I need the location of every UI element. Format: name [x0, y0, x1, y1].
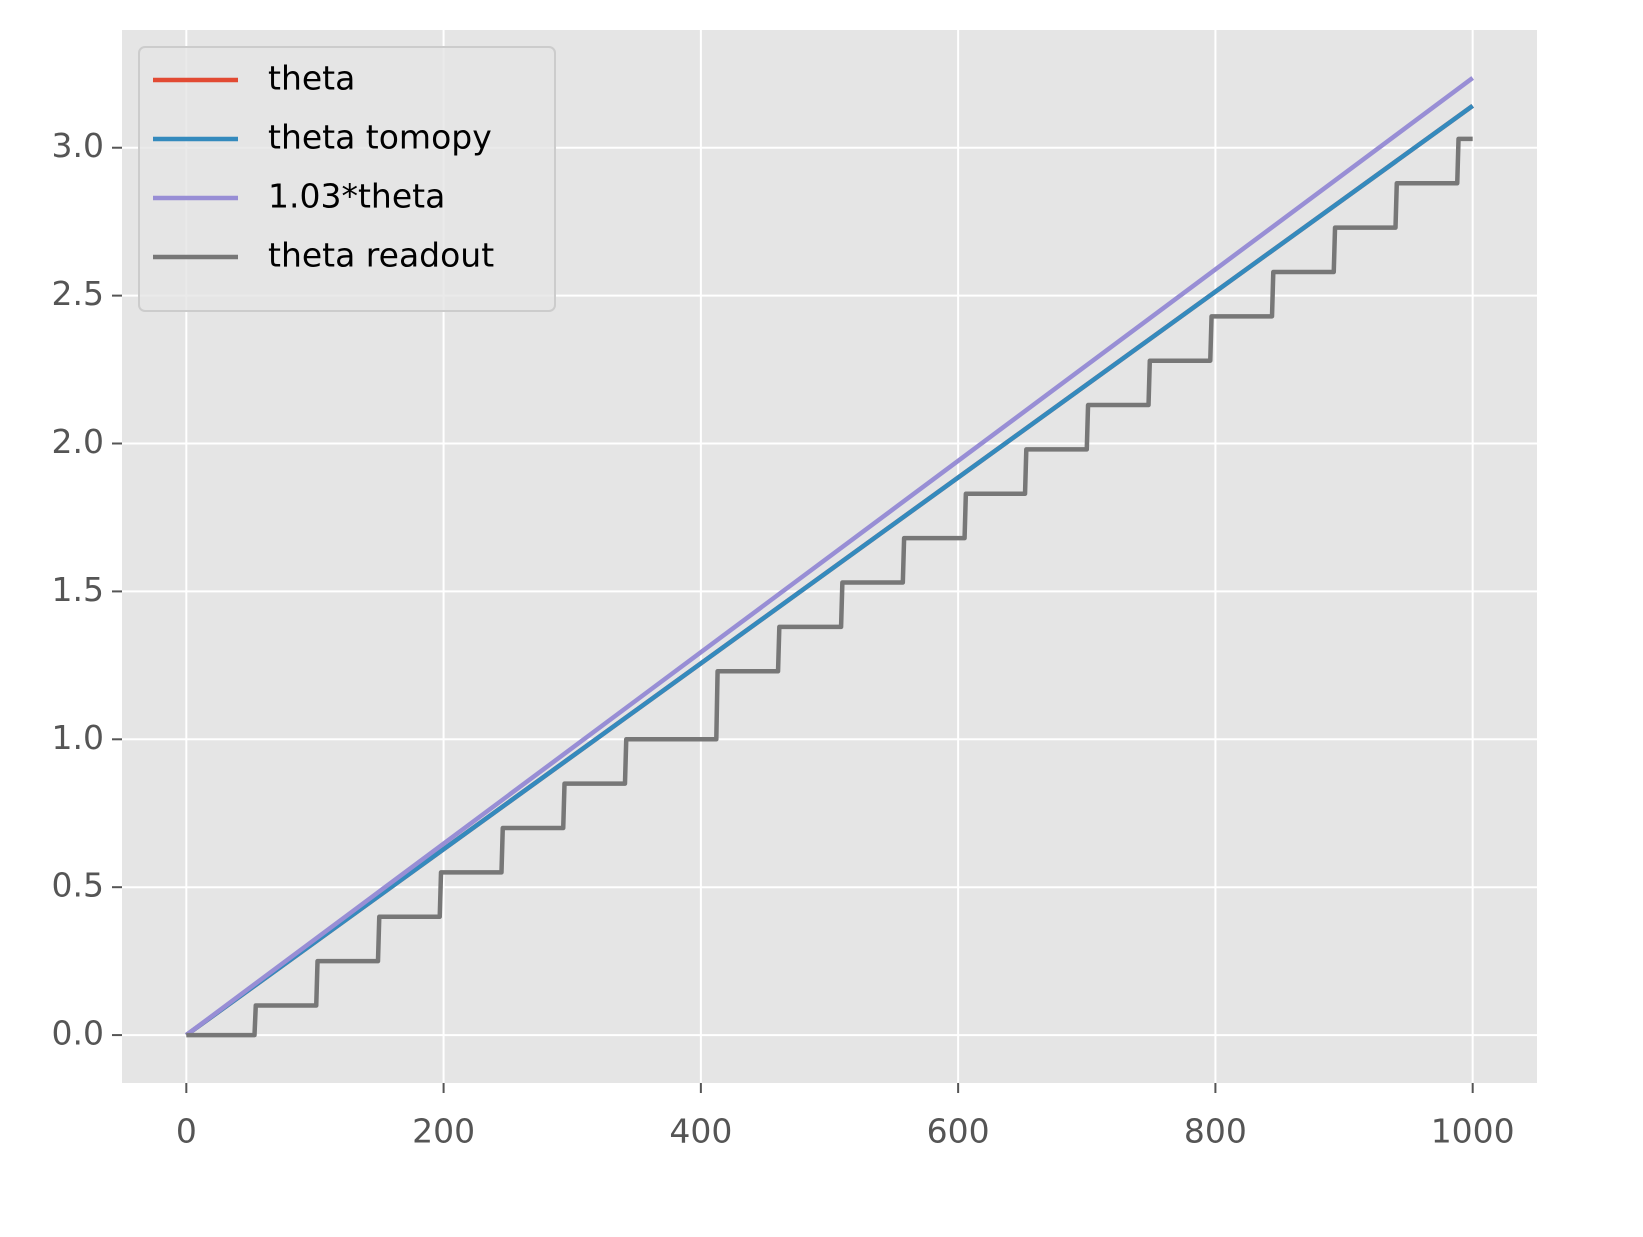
x-tick-label: 800 [1184, 1112, 1247, 1151]
x-tick-label: 600 [927, 1112, 990, 1151]
y-tick-label: 0.0 [52, 1014, 104, 1053]
line [186, 136, 1473, 1038]
legend-label: theta [268, 59, 355, 98]
y-tick-label: 1.5 [52, 570, 104, 609]
y-tick-label: 2.0 [52, 422, 104, 461]
y-tick-label: 2.5 [52, 274, 104, 313]
y-tick-label: 1.0 [52, 718, 104, 757]
x-tick-label: 1000 [1431, 1112, 1515, 1151]
legend-label: 1.03*theta [268, 177, 445, 216]
line [185, 104, 1474, 1037]
line [184, 76, 1475, 1037]
legend-label: theta tomopy [268, 118, 492, 157]
legend-label: theta readout [268, 236, 494, 275]
x-tick-label: 200 [412, 1112, 475, 1151]
legend-box [138, 46, 556, 312]
x-tick-label: 400 [669, 1112, 732, 1151]
y-tick-label: 3.0 [52, 126, 104, 165]
x-tick-label: 0 [176, 1112, 197, 1151]
y-tick-label: 0.5 [52, 866, 104, 905]
